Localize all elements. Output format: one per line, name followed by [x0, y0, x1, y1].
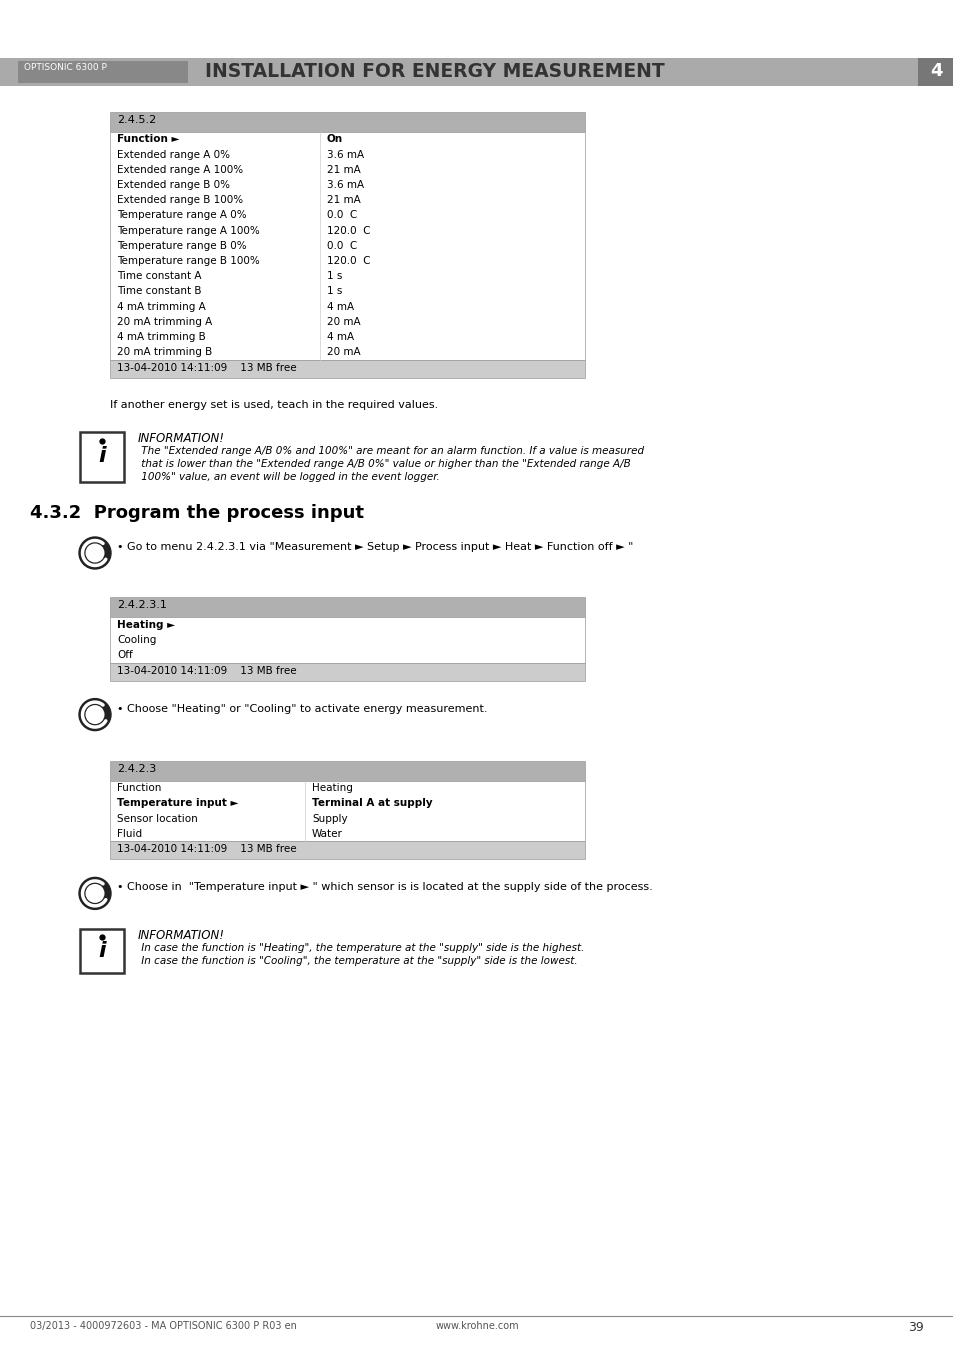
Circle shape [79, 536, 111, 569]
Text: Temperature input ►: Temperature input ► [117, 798, 238, 808]
Text: 2.4.5.2: 2.4.5.2 [117, 115, 156, 126]
Bar [0, 58, 953, 86]
Text: Supply: Supply [312, 813, 347, 824]
Text: 4 mA: 4 mA [327, 332, 354, 342]
Text: 4 mA trimming A: 4 mA trimming A [117, 301, 206, 312]
Text: www.krohne.com: www.krohne.com [435, 1321, 518, 1331]
Text: • Choose in  "Temperature input ► " which sensor is is located at the supply sid: • Choose in "Temperature input ► " which… [117, 882, 652, 893]
Bar [110, 781, 584, 842]
Text: If another energy set is used, teach in the required values.: If another energy set is used, teach in … [110, 400, 437, 409]
Bar [110, 617, 584, 662]
Text: 03/2013 - 4000972603 - MA OPTISONIC 6300 P R03 en: 03/2013 - 4000972603 - MA OPTISONIC 6300… [30, 1321, 296, 1331]
Text: Cooling: Cooling [117, 635, 156, 644]
Text: 100%" value, an event will be logged in the event logger.: 100%" value, an event will be logged in … [138, 471, 439, 482]
Text: Terminal A at supply: Terminal A at supply [312, 798, 432, 808]
Bar [917, 58, 953, 86]
Circle shape [79, 698, 111, 731]
Text: 1 s: 1 s [327, 272, 342, 281]
Text: 13-04-2010 14:11:09    13 MB free: 13-04-2010 14:11:09 13 MB free [117, 844, 296, 854]
Text: 39: 39 [907, 1321, 923, 1333]
Text: INFORMATION!: INFORMATION! [138, 432, 225, 444]
Text: 0.0  C: 0.0 C [327, 211, 356, 220]
Bar [18, 61, 188, 82]
Bar [80, 929, 124, 974]
Text: Sensor location: Sensor location [117, 813, 197, 824]
Text: • Go to menu 2.4.2.3.1 via "Measurement ► Setup ► Process input ► Heat ► Functio: • Go to menu 2.4.2.3.1 via "Measurement … [117, 542, 633, 553]
Text: Temperature range B 100%: Temperature range B 100% [117, 257, 259, 266]
Bar [110, 132, 584, 359]
Text: In case the function is "Cooling", the temperature at the "supply" side is the l: In case the function is "Cooling", the t… [138, 957, 577, 966]
Text: Function: Function [117, 784, 161, 793]
Text: Extended range A 0%: Extended range A 0% [117, 150, 230, 159]
Bar [110, 662, 584, 681]
Bar [80, 432, 124, 482]
Text: 4 mA: 4 mA [327, 301, 354, 312]
Text: Temperature range A 100%: Temperature range A 100% [117, 226, 259, 235]
Text: 13-04-2010 14:11:09    13 MB free: 13-04-2010 14:11:09 13 MB free [117, 666, 296, 676]
Bar [110, 842, 584, 859]
Text: INSTALLATION FOR ENERGY MEASUREMENT: INSTALLATION FOR ENERGY MEASUREMENT [205, 62, 664, 81]
Bar [110, 112, 584, 132]
Text: 2.4.2.3: 2.4.2.3 [117, 763, 156, 774]
Text: OPTISONIC 6300 P: OPTISONIC 6300 P [24, 63, 107, 72]
Text: 4: 4 [929, 62, 942, 80]
Text: 3.6 mA: 3.6 mA [327, 150, 364, 159]
Text: 0.0  C: 0.0 C [327, 240, 356, 251]
Text: • Choose "Heating" or "Cooling" to activate energy measurement.: • Choose "Heating" or "Cooling" to activ… [117, 704, 487, 713]
Text: INFORMATION!: INFORMATION! [138, 929, 225, 943]
Text: 1 s: 1 s [327, 286, 342, 296]
Text: Temperature range A 0%: Temperature range A 0% [117, 211, 247, 220]
Text: Temperature range B 0%: Temperature range B 0% [117, 240, 247, 251]
Text: 20 mA: 20 mA [327, 347, 360, 357]
Text: 21 mA: 21 mA [327, 196, 360, 205]
Bar [110, 597, 584, 617]
Text: Fluid: Fluid [117, 828, 142, 839]
Text: 21 mA: 21 mA [327, 165, 360, 174]
Text: Heating ►: Heating ► [117, 620, 175, 630]
Text: Off: Off [117, 650, 132, 659]
Circle shape [86, 544, 104, 562]
Text: Extended range A 100%: Extended range A 100% [117, 165, 243, 174]
Text: 20 mA: 20 mA [327, 317, 360, 327]
Text: The "Extended range A/B 0% and 100%" are meant for an alarm function. If a value: The "Extended range A/B 0% and 100%" are… [138, 446, 643, 457]
Text: Time constant B: Time constant B [117, 286, 201, 296]
Bar [110, 359, 584, 378]
Text: Extended range B 0%: Extended range B 0% [117, 180, 230, 190]
Text: 2.4.2.3.1: 2.4.2.3.1 [117, 600, 167, 611]
Text: Function ►: Function ► [117, 135, 179, 145]
Circle shape [86, 705, 104, 723]
Text: 3.6 mA: 3.6 mA [327, 180, 364, 190]
Text: 20 mA trimming B: 20 mA trimming B [117, 347, 212, 357]
Text: 120.0  C: 120.0 C [327, 226, 370, 235]
Text: In case the function is "Heating", the temperature at the "supply" side is the h: In case the function is "Heating", the t… [138, 943, 584, 954]
Text: 13-04-2010 14:11:09    13 MB free: 13-04-2010 14:11:09 13 MB free [117, 363, 296, 373]
Text: i: i [98, 446, 106, 466]
Bar [110, 761, 584, 781]
Text: 4 mA trimming B: 4 mA trimming B [117, 332, 206, 342]
Text: 4.3.2  Program the process input: 4.3.2 Program the process input [30, 504, 364, 521]
Text: Extended range B 100%: Extended range B 100% [117, 196, 243, 205]
Text: Water: Water [312, 828, 342, 839]
Text: On: On [327, 135, 343, 145]
Text: Time constant A: Time constant A [117, 272, 201, 281]
Text: 120.0  C: 120.0 C [327, 257, 370, 266]
Text: i: i [98, 942, 106, 962]
Text: Heating: Heating [312, 784, 353, 793]
Text: that is lower than the "Extended range A/B 0%" value or higher than the "Extende: that is lower than the "Extended range A… [138, 459, 630, 469]
Circle shape [79, 877, 111, 909]
Circle shape [86, 885, 104, 902]
Text: 20 mA trimming A: 20 mA trimming A [117, 317, 212, 327]
